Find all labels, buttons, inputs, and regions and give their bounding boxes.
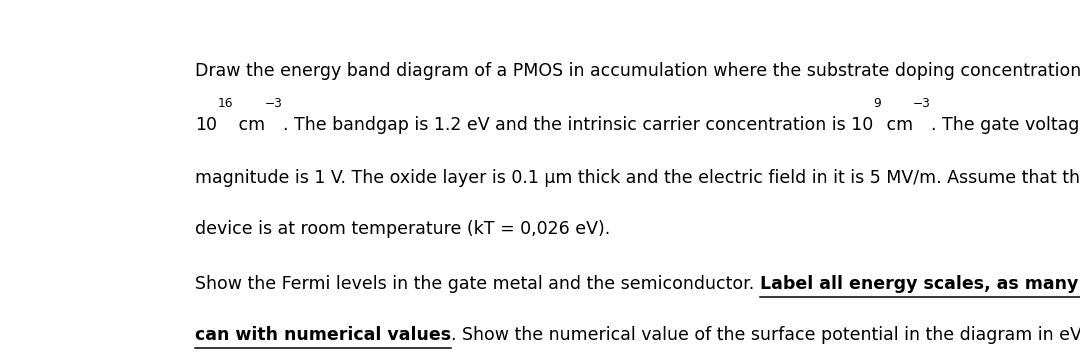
Text: Show the Fermi levels in the gate metal and the semiconductor.: Show the Fermi levels in the gate metal … [195, 275, 760, 293]
Text: can with numerical values: can with numerical values [195, 326, 451, 344]
Text: −3: −3 [265, 97, 283, 110]
Text: device is at room temperature (kT = 0,026 eV).: device is at room temperature (kT = 0,02… [195, 220, 610, 238]
Text: 10: 10 [195, 116, 217, 134]
Text: cm: cm [881, 116, 913, 134]
Text: 16: 16 [217, 97, 233, 110]
Text: 9: 9 [873, 97, 881, 110]
Text: magnitude is 1 V. The oxide layer is 0.1 μm thick and the electric field in it i: magnitude is 1 V. The oxide layer is 0.1… [195, 169, 1080, 187]
Text: . Show the numerical value of the surface potential in the diagram in eV. Are: . Show the numerical value of the surfac… [451, 326, 1080, 344]
Text: . The bandgap is 1.2 eV and the intrinsic carrier concentration is 10: . The bandgap is 1.2 eV and the intrinsi… [283, 116, 873, 134]
Text: cm: cm [233, 116, 265, 134]
Text: Label all energy scales, as many as you: Label all energy scales, as many as you [760, 275, 1080, 293]
Text: . The gate voltage: . The gate voltage [931, 116, 1080, 134]
Text: Draw the energy band diagram of a PMOS in accumulation where the substrate dopin: Draw the energy band diagram of a PMOS i… [195, 62, 1080, 80]
Text: −3: −3 [913, 97, 931, 110]
